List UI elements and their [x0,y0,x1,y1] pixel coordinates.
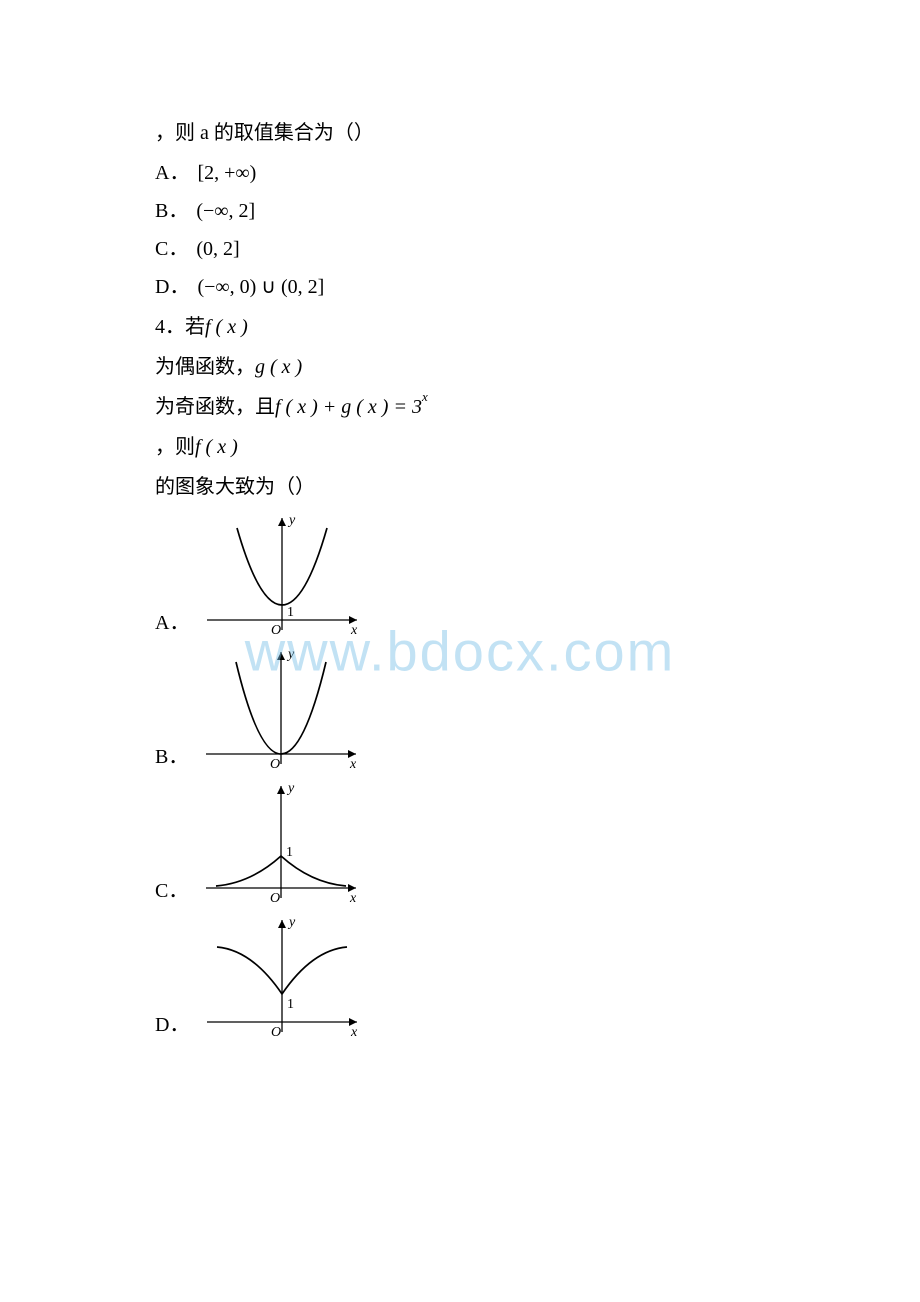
option-label: A． [155,156,189,190]
option-label: D． [155,1008,189,1042]
option-expr: [2, +∞) [197,156,256,190]
q4-line2: 为偶函数，g ( x ) [155,350,780,384]
option-label: B． [155,740,188,774]
q3-option-B: B． (−∞, 2] [155,194,780,228]
graph-D: 1 O x y [197,912,367,1042]
svg-text:O: O [270,891,280,906]
q3-option-D: D． (−∞, 0) ∪ (0, 2] [155,270,780,304]
svg-text:y: y [287,915,296,930]
gx: g ( x ) [255,356,302,378]
option-label: B． [155,194,188,228]
svg-text:x: x [349,891,357,906]
q4-line3: 为奇函数，且f ( x ) + g ( x ) = 3x [155,390,780,424]
graph-B: O x y [196,644,366,774]
eq: f ( x ) + g ( x ) = 3 [275,396,422,418]
option-label: C． [155,232,188,266]
q4-line4: ，则f ( x ) [155,430,780,464]
svg-text:y: y [287,513,296,528]
q4-num: 4．若 [155,316,205,338]
q4-option-D: D． 1 O x y [155,912,780,1042]
svg-text:x: x [349,757,357,772]
option-label: C． [155,874,188,908]
svg-text:y: y [286,781,295,796]
text: 为奇函数，且 [155,396,275,418]
fx: f ( x ) [205,316,248,338]
text: 为偶函数， [155,356,255,378]
q3-option-A: A． [2, +∞) [155,156,780,190]
option-expr: (0, 2] [196,232,239,266]
q3-stem: ，则 a 的取值集合为（） [155,116,780,150]
q4-line5: 的图象大致为（） [155,470,780,504]
svg-text:O: O [271,1025,281,1040]
svg-text:y: y [286,647,295,662]
svg-text:O: O [271,623,281,638]
text: ，则 [155,436,195,458]
svg-text:O: O [270,757,280,772]
q4-option-A: A． 1 O x y [155,510,780,640]
q4-line1: 4．若f ( x ) [155,310,780,344]
option-expr: (−∞, 2] [196,194,255,228]
svg-text:x: x [350,623,358,638]
fx2: f ( x ) [195,436,238,458]
page-content: ，则 a 的取值集合为（） A． [2, +∞) B． (−∞, 2] C． (… [0,0,920,1086]
option-expr: (−∞, 0) ∪ (0, 2] [197,270,324,304]
option-label: D． [155,270,189,304]
option-label: A． [155,606,189,640]
q3-option-C: C． (0, 2] [155,232,780,266]
graph-C: 1 O x y [196,778,366,908]
graph-A: 1 O x y [197,510,367,640]
svg-text:1: 1 [287,605,294,620]
svg-text:x: x [350,1025,358,1040]
svg-text:1: 1 [286,845,293,860]
svg-text:1: 1 [287,997,294,1012]
exp: x [422,389,428,404]
q4-option-B: B． O x y [155,644,780,774]
q4-option-C: C． 1 O x y [155,778,780,908]
